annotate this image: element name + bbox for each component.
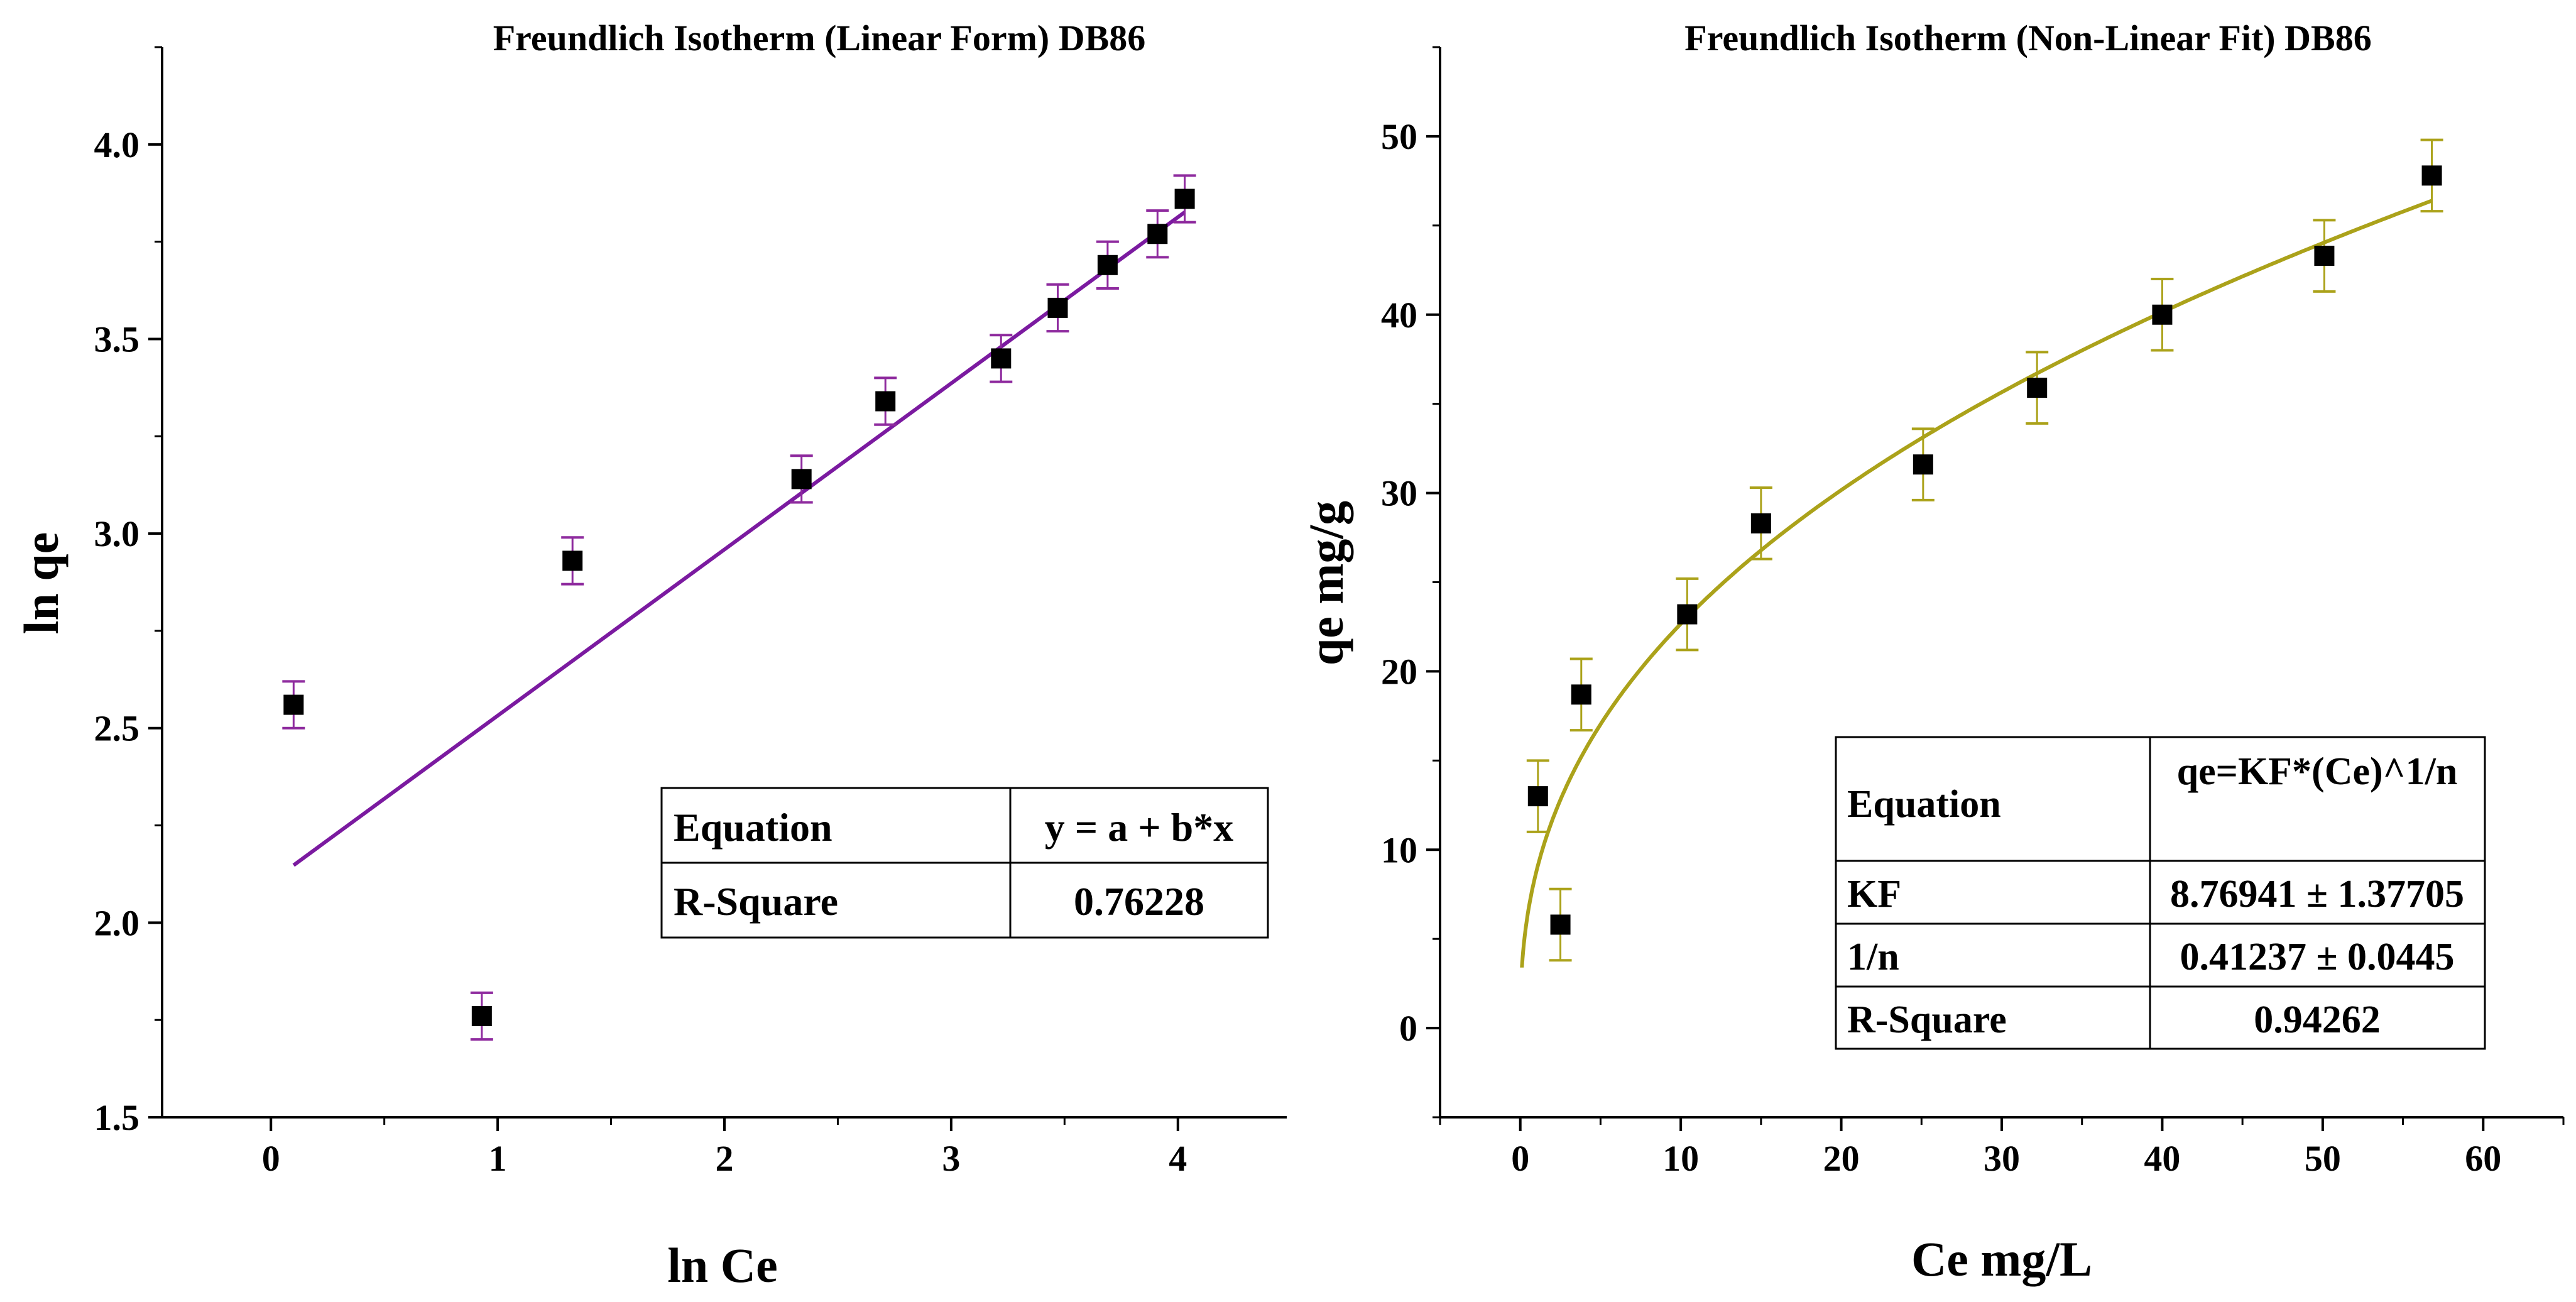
- fit-line: [292, 211, 1186, 867]
- data-point: [1550, 914, 1571, 935]
- y-tick-label: 3.5: [94, 319, 140, 359]
- y-tick-label: 40: [1381, 295, 1417, 336]
- axes: [1426, 46, 2565, 1131]
- data-point: [562, 550, 583, 571]
- table-cell: Equation: [1847, 783, 2001, 826]
- table-cell: qe=KF*(Ce)^1/n: [2177, 750, 2458, 793]
- table-cell: 0.94262: [2254, 998, 2381, 1041]
- x-tick-label: 0: [262, 1138, 280, 1179]
- x-tick-label: 2: [716, 1138, 734, 1179]
- chart-title: Freundlich Isotherm (Non-Linear Fit) DB8…: [1684, 18, 2371, 58]
- data-point: [875, 391, 896, 412]
- x-tick-label: 1: [489, 1138, 507, 1179]
- data-point: [1047, 297, 1068, 318]
- data-point: [991, 348, 1012, 369]
- data-point: [1750, 513, 1771, 533]
- data-point: [2027, 378, 2048, 398]
- x-axis-label: Ce mg/L: [1911, 1232, 2092, 1286]
- results-table: Equation y = a + b*x R-Square 0.76228: [660, 787, 1269, 939]
- y-tick-label: 4.0: [94, 124, 140, 165]
- x-tick-label: 30: [1984, 1138, 2020, 1179]
- x-tick-label: 10: [1662, 1138, 1699, 1179]
- y-tick-label: 30: [1381, 473, 1417, 514]
- y-tick-label: 2.5: [94, 708, 140, 749]
- data-point: [2421, 165, 2442, 186]
- tick-labels: 0 10 20 30 40 50 60 0 10 20 30 40 50: [1381, 116, 2501, 1179]
- x-tick-label: 40: [2144, 1138, 2180, 1179]
- table-border: [1835, 736, 2486, 1050]
- y-tick-label: 20: [1381, 651, 1417, 692]
- x-axis-label: ln Ce: [667, 1238, 778, 1293]
- table-cell: 1/n: [1847, 936, 1899, 978]
- x-tick-label: 3: [942, 1138, 960, 1179]
- table-cell: 0.41237 ± 0.0445: [2180, 936, 2454, 978]
- data-point: [791, 469, 812, 490]
- linear-form-chart: Freundlich Isotherm (Linear Form) DB86 0…: [14, 18, 1287, 1293]
- data-point: [2314, 246, 2335, 266]
- x-tick-label: 0: [1511, 1138, 1529, 1179]
- fit-line-path: [292, 211, 1186, 867]
- y-tick-label: 2.0: [94, 902, 140, 943]
- table-cell: y = a + b*x: [1045, 805, 1234, 850]
- tick-labels: 0 1 2 3 4 1.5 2.0 2.5 3.0 3.5 4.0: [94, 124, 1187, 1179]
- axes: [148, 46, 1287, 1131]
- chart-title: Freundlich Isotherm (Linear Form) DB86: [493, 18, 1146, 58]
- table-cell: Equation: [674, 805, 832, 850]
- data-point: [1571, 684, 1591, 705]
- data-points: [282, 174, 1196, 1041]
- table-cell: KF: [1847, 873, 1901, 916]
- y-axis-label: ln qe: [14, 532, 68, 635]
- y-tick-label: 0: [1399, 1008, 1417, 1049]
- table-cell: R-Square: [674, 879, 838, 924]
- data-points: [1526, 138, 2443, 962]
- results-table: Equation qe=KF*(Ce)^1/n KF 8.76941 ± 1.3…: [1835, 736, 2486, 1050]
- y-tick-label: 1.5: [94, 1097, 140, 1138]
- table-cell: R-Square: [1847, 998, 2007, 1041]
- x-tick-label: 60: [2465, 1138, 2501, 1179]
- y-tick-label: 50: [1381, 116, 1417, 157]
- data-point: [1677, 604, 1698, 625]
- x-tick-label: 4: [1169, 1138, 1187, 1179]
- y-axis-label: qe mg/g: [1299, 501, 1353, 665]
- data-point: [1913, 454, 1933, 475]
- data-point: [1147, 224, 1168, 244]
- x-tick-label: 50: [2305, 1138, 2341, 1179]
- y-tick-label: 3.0: [94, 513, 140, 554]
- data-point: [1174, 189, 1195, 209]
- data-point: [2152, 304, 2173, 325]
- x-tick-label: 20: [1823, 1138, 1860, 1179]
- data-point: [1527, 786, 1548, 807]
- data-point: [1097, 254, 1118, 275]
- table-cell: 8.76941 ± 1.37705: [2170, 873, 2464, 916]
- table-cell: 0.76228: [1074, 879, 1204, 924]
- y-tick-label: 10: [1381, 829, 1417, 870]
- non-linear-fit-chart: Freundlich Isotherm (Non-Linear Fit) DB8…: [1299, 18, 2565, 1286]
- data-point: [283, 694, 304, 715]
- data-point: [471, 1005, 492, 1026]
